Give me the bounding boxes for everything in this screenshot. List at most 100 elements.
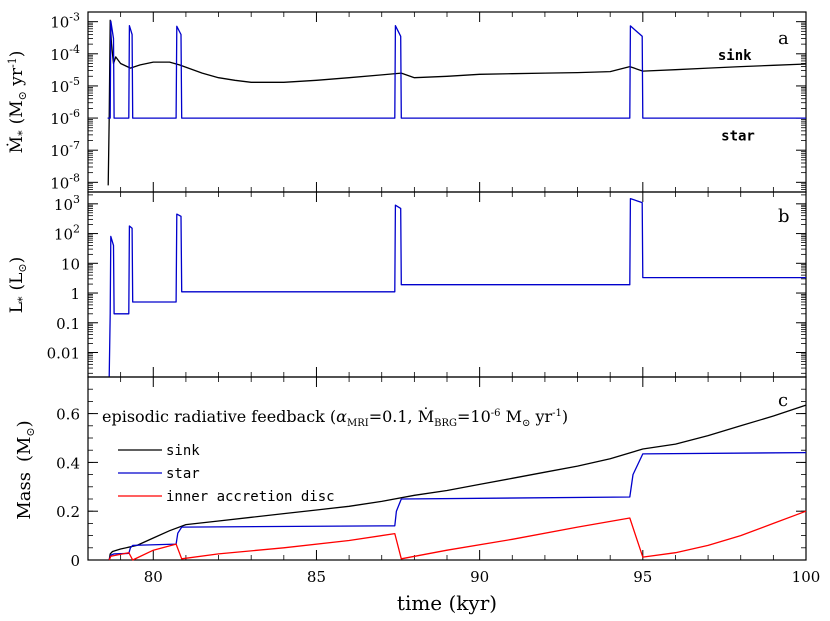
y-tick-label: 0.1: [56, 315, 80, 333]
panel-a-annotations: sink star: [718, 48, 755, 145]
panel-c: c episodic radiative feedback (αMRI=0.1,…: [14, 376, 821, 615]
panel-c-label: c: [778, 390, 788, 411]
panel-c-y-label: Mass (M⊙): [14, 420, 37, 519]
series-line-sink: [107, 19, 807, 186]
panel-c-title-unit-sup: -1: [552, 408, 562, 419]
panel-c-title-alpha: α: [336, 407, 347, 426]
x-tick-label: 100: [792, 568, 821, 586]
x-tick-label: 95: [633, 568, 652, 586]
panel-c-x-ticks: 80 85 90 95 100: [87, 377, 821, 586]
panel-b-y-label-unit-sub: ⊙: [16, 263, 29, 272]
panel-a-label: a: [778, 28, 789, 49]
panel-c-title-prefix: episodic radiative feedback (: [102, 407, 336, 426]
annotation-sink: sink: [718, 48, 752, 64]
y-tick-label: 10-3: [50, 11, 80, 32]
x-tick-label: 85: [307, 568, 326, 586]
y-tick-label-base: 10: [50, 110, 69, 128]
panel-c-title: episodic radiative feedback (αMRI=0.1, Ṁ…: [102, 406, 568, 429]
panel-b-y-label-unit-close: ): [7, 257, 27, 264]
y-tick-label: 1: [70, 285, 80, 303]
y-tick-label-exp: -7: [69, 139, 80, 152]
series-line-star: [108, 197, 806, 378]
panel-b-y-label-sub: *: [16, 296, 29, 302]
panel-a-y-label-symbol: Ṁ: [6, 136, 27, 153]
y-tick-label: 10-4: [50, 43, 80, 64]
panel-c-y-label-unit: (M: [14, 437, 35, 462]
panel-c-title-unit: M: [501, 407, 522, 426]
y-tick-label-base: 10: [50, 174, 69, 192]
y-tick-label-base: 10: [50, 78, 69, 96]
legend-label: star: [166, 466, 200, 482]
legend: sink star inner accretion disc: [118, 443, 335, 505]
y-tick-label: 10-5: [50, 75, 80, 96]
series-line-star: [107, 20, 806, 119]
legend-label: inner accretion disc: [166, 489, 335, 505]
series-line-star: [108, 451, 807, 561]
series-line-sink: [108, 404, 807, 561]
panel-a-y-ticks: 10-310-410-510-610-710-8: [50, 11, 806, 193]
y-tick-label-exp: -3: [69, 11, 80, 24]
svg-text:Mass(M⊙): Mass (M⊙): [14, 420, 37, 519]
x-axis-label: time (kyr): [397, 591, 497, 615]
legend-label: sink: [166, 443, 200, 459]
panel-c-title-mdot: Ṁ: [418, 406, 434, 426]
x-tick-label: 90: [470, 568, 489, 586]
panel-c-title-mdot-val: =10: [457, 407, 491, 426]
y-tick-label: 10-7: [50, 139, 80, 160]
panel-c-title-close: ): [562, 407, 568, 426]
y-tick-label: 10-8: [50, 171, 80, 192]
svg-text:Ṁ*(M⊙ yr-1): Ṁ* (M⊙ yr-1): [6, 51, 29, 154]
y-tick-label: 103: [54, 193, 80, 214]
y-tick-label: 0.2: [56, 503, 80, 521]
y-tick-label: 0.6: [56, 406, 80, 424]
panel-a-lines: [107, 19, 807, 186]
svg-text:L*(L⊙): L* (L⊙): [7, 257, 29, 314]
y-tick-label-base: 10: [54, 226, 73, 244]
panel-c-lines: [108, 404, 807, 561]
panel-c-y-label-unit-sub: ⊙: [24, 427, 37, 436]
series-line-inner-accretion-disc: [108, 510, 807, 561]
x-tick-label: 80: [144, 568, 163, 586]
y-tick-label: 0.4: [56, 454, 80, 472]
panel-a-y-label-unit-close: ): [7, 51, 27, 58]
panel-c-title-mdot-exp: -6: [491, 408, 501, 419]
panel-c-title-unit-rest: yr: [530, 407, 552, 426]
y-tick-label: 102: [54, 223, 80, 244]
panel-b-y-label-symbol: L: [7, 302, 27, 313]
panel-b-y-label-unit: (L: [7, 273, 27, 291]
y-tick-label-exp: -4: [69, 43, 80, 56]
panel-a-y-label-unit: (M: [7, 100, 27, 124]
panel-b-y-label: L* (L⊙): [7, 257, 29, 314]
panel-a-y-label-unit-sup: -1: [6, 57, 19, 68]
panel-a-y-label-unit-sub: ⊙: [16, 91, 29, 100]
y-tick-label-base: 10: [50, 14, 69, 32]
panel-a-frame: [87, 11, 807, 193]
y-tick-label-exp: -5: [69, 75, 80, 88]
y-tick-label-exp: -8: [69, 171, 80, 184]
panel-b-lines: [108, 197, 806, 378]
panel-c-title-mdot-sub: BRG: [434, 418, 457, 429]
y-tick-label-base: 10: [54, 196, 73, 214]
panel-b-label: b: [778, 206, 790, 227]
y-tick-label-base: 10: [50, 46, 69, 64]
panel-a-x-ticks: [87, 12, 807, 192]
panel-a-y-label-unit-rest: yr: [7, 67, 27, 91]
panel-b-x-ticks: [87, 192, 807, 377]
y-tick-label-base: 10: [50, 142, 69, 160]
y-tick-label: 0.01: [47, 345, 80, 363]
y-tick-label: 10-6: [50, 107, 80, 128]
panel-c-title-alpha-sub: MRI: [347, 418, 369, 429]
panel-c-y-label-unit-close: ): [14, 420, 35, 427]
y-tick-label: 0: [70, 552, 80, 570]
y-tick-label-exp: 3: [73, 193, 80, 206]
y-tick-label-exp: 2: [73, 223, 80, 236]
panel-c-y-label-text: Mass: [14, 472, 35, 520]
annotation-star: star: [721, 129, 755, 145]
panel-a-y-label-sub: *: [16, 130, 29, 136]
y-tick-label-exp: -6: [69, 107, 80, 120]
panel-a-y-label: Ṁ* (M⊙ yr-1): [6, 51, 29, 154]
